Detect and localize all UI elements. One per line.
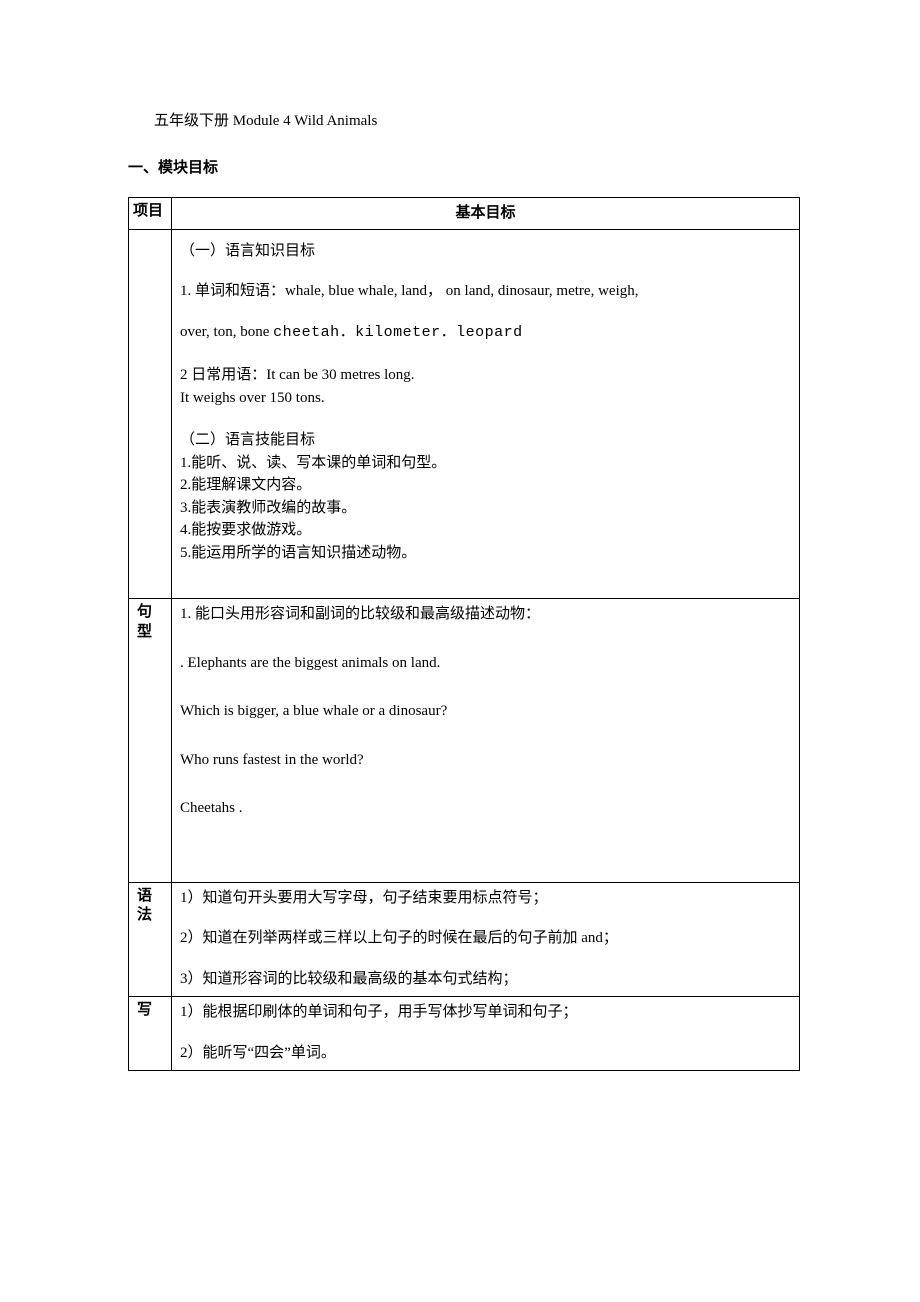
writing-line-2: 2）能听写“四会”单词。 bbox=[180, 1042, 793, 1065]
row-label-overview bbox=[129, 229, 172, 599]
grammar-line-1: 1）知道句开头要用大写字母，句子结束要用标点符号； bbox=[180, 887, 793, 910]
sentence-line-1: 1. 能口头用形容词和副词的比较级和最高级描述动物： bbox=[180, 603, 793, 626]
skill-2: 2.能理解课文内容。 bbox=[180, 474, 793, 497]
table-row-writing: 写 1）能根据印刷体的单词和句子，用手写体抄写单词和句子； 2）能听写“四会”单… bbox=[129, 997, 800, 1071]
section-heading: 一、模块目标 bbox=[128, 157, 800, 180]
sentence-line-2: . Elephants are the biggest animals on l… bbox=[180, 652, 793, 675]
row-content-grammar: 1）知道句开头要用大写字母，句子结束要用标点符号； 2）知道在列举两样或三样以上… bbox=[172, 882, 800, 997]
skill-5: 5.能运用所学的语言知识描述动物。 bbox=[180, 542, 793, 565]
row-content-writing: 1）能根据印刷体的单词和句子，用手写体抄写单词和句子； 2）能听写“四会”单词。 bbox=[172, 997, 800, 1071]
vocab-en-1: whale, blue whale, land， on land, dinosa… bbox=[285, 283, 638, 299]
sentence-line-4: Who runs fastest in the world? bbox=[180, 749, 793, 772]
daily-label: 2 日常用语： bbox=[180, 367, 266, 383]
skill-4: 4.能按要求做游戏。 bbox=[180, 519, 793, 542]
document-title: 五年级下册 Module 4 Wild Animals bbox=[154, 110, 800, 133]
vocab-en-2b: cheetah．kilometer．leopard bbox=[273, 324, 523, 341]
writing-line-1: 1）能根据印刷体的单词和句子，用手写体抄写单词和句子； bbox=[180, 1001, 793, 1024]
daily-en-1: It can be 30 metres long. bbox=[266, 367, 414, 383]
goals-table: 项目 基本目标 （一）语言知识目标 1. 单词和短语：whale, blue w… bbox=[128, 197, 800, 1071]
skill-3: 3.能表演教师改编的故事。 bbox=[180, 497, 793, 520]
row-content-overview: （一）语言知识目标 1. 单词和短语：whale, blue whale, la… bbox=[172, 229, 800, 599]
grammar-line-3: 3）知道形容词的比较级和最高级的基本句式结构； bbox=[180, 968, 793, 991]
page: 五年级下册 Module 4 Wild Animals 一、模块目标 项目 基本… bbox=[0, 0, 920, 1302]
title-en: Module 4 Wild Animals bbox=[233, 113, 378, 129]
skill-1: 1.能听、说、读、写本课的单词和句型。 bbox=[180, 452, 793, 475]
table-row-grammar: 语法 1）知道句开头要用大写字母，句子结束要用标点符号； 2）知道在列举两样或三… bbox=[129, 882, 800, 997]
sub2-title: （二）语言技能目标 bbox=[180, 429, 793, 452]
row-label-sentence: 句型 bbox=[129, 599, 172, 883]
table-row-sentence: 句型 1. 能口头用形容词和副词的比较级和最高级描述动物： . Elephant… bbox=[129, 599, 800, 883]
table-row-overview: （一）语言知识目标 1. 单词和短语：whale, blue whale, la… bbox=[129, 229, 800, 599]
row-label-writing: 写 bbox=[129, 997, 172, 1071]
row-content-sentence: 1. 能口头用形容词和副词的比较级和最高级描述动物： . Elephants a… bbox=[172, 599, 800, 883]
sentence-line-3: Which is bigger, a blue whale or a dinos… bbox=[180, 700, 793, 723]
vocab-en-2a: over, ton, bone bbox=[180, 324, 273, 340]
col-header-left: 项目 bbox=[129, 198, 172, 230]
vocab-label: 1. 单词和短语： bbox=[180, 283, 285, 299]
sentence-line-5: Cheetahs . bbox=[180, 797, 793, 820]
table-header-row: 项目 基本目标 bbox=[129, 198, 800, 230]
grammar-line-2: 2）知道在列举两样或三样以上句子的时候在最后的句子前加 and； bbox=[180, 927, 793, 950]
sub1-title: （一）语言知识目标 bbox=[180, 240, 793, 263]
vocab-line-2: over, ton, bone cheetah．kilometer．leopar… bbox=[180, 321, 793, 345]
daily-line-2: It weighs over 150 tons. bbox=[180, 387, 793, 410]
col-header-right: 基本目标 bbox=[172, 198, 800, 230]
daily-line-1: 2 日常用语：It can be 30 metres long. bbox=[180, 364, 793, 387]
title-cn: 五年级下册 bbox=[154, 113, 233, 129]
row-label-grammar: 语法 bbox=[129, 882, 172, 997]
vocab-line-1: 1. 单词和短语：whale, blue whale, land， on lan… bbox=[180, 280, 793, 303]
